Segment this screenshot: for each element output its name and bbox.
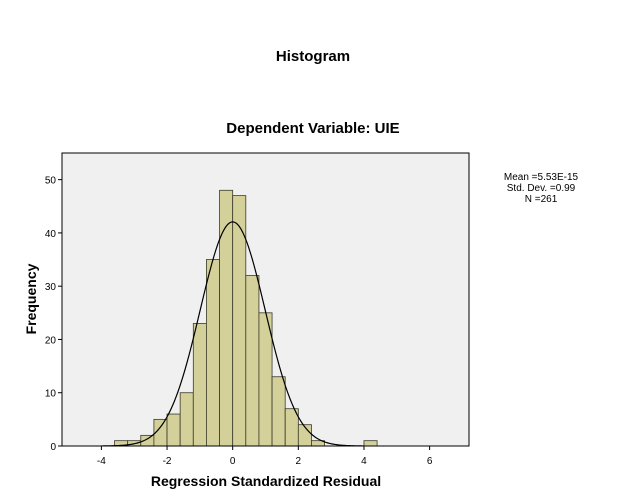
x-axis-ticks: -4 -2 0 2 4 6 (97, 446, 433, 467)
plot-border (61, 152, 470, 447)
histogram-bar (166, 413, 181, 447)
chart-title: Histogram (276, 48, 350, 65)
histogram-bar (245, 275, 260, 447)
normal-curve (101, 221, 364, 447)
chart-subtitle: Dependent Variable: UIE (226, 120, 399, 137)
histogram-bar (271, 376, 286, 447)
y-tick-label: 10 (45, 389, 57, 400)
histogram-bar (179, 392, 194, 447)
histogram-bar (206, 259, 220, 447)
stats-std-dev: Std. Dev. =0.99 (506, 183, 576, 194)
stats-mean: Mean =5.53E-15 (503, 172, 579, 183)
y-tick-label: 50 (45, 176, 57, 187)
x-tick-label: -2 (163, 456, 172, 467)
x-tick-label: 2 (296, 456, 302, 467)
y-tick-label: 30 (45, 282, 57, 293)
histogram-bar (232, 195, 247, 447)
stats-n: N =261 (524, 194, 558, 205)
histogram-bar (363, 440, 378, 447)
x-axis-label: Regression Standardized Residual (151, 473, 381, 489)
y-axis-label: Frequency (23, 263, 39, 334)
y-tick-label: 40 (45, 229, 57, 240)
x-tick-label: 0 (230, 456, 236, 467)
statistics-box: Mean =5.53E-15 Std. Dev. =0.99 N =261 (486, 172, 596, 205)
histogram-bar (192, 323, 207, 447)
y-tick-label: 0 (50, 442, 56, 453)
x-tick-label: 4 (361, 456, 367, 467)
y-axis-ticks: 0 10 20 30 40 50 (45, 176, 62, 453)
histogram-bar (219, 189, 234, 447)
x-tick-label: -4 (97, 456, 106, 467)
x-tick-label: 6 (427, 456, 433, 467)
y-tick-label: 20 (45, 335, 57, 346)
